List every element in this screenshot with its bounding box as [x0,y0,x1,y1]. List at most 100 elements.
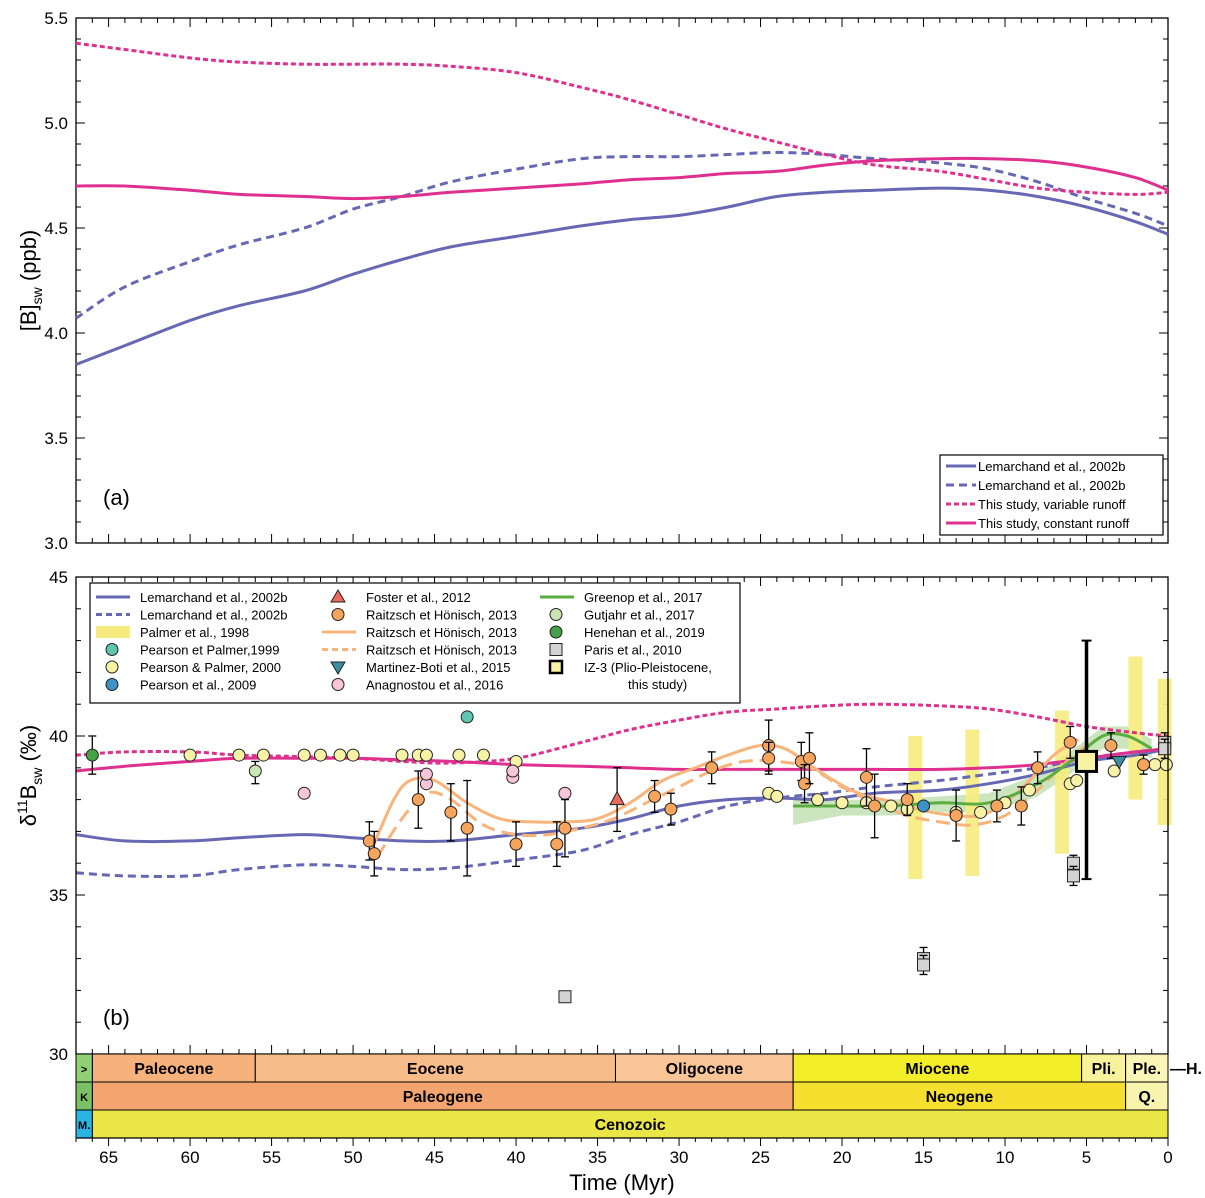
raitzsch-solid-line [371,737,1080,848]
y-tick-label: 35 [49,886,68,905]
legend-label: Raitzsch et Hönisch, 2013 [366,625,517,640]
legend-label: Lemarchand et al., 2002b [978,459,1125,474]
raitzsch-2013-point [990,799,1004,813]
raitzsch-2013-point [367,847,381,861]
raitzsch-2013-point [1031,761,1045,775]
pearson-palmer-2000-point [313,748,327,762]
pearson-palmer-2000-point [232,748,246,762]
raitzsch-2013-point [859,770,873,784]
series-line-3 [75,156,1169,201]
epoch-cell [792,1053,1083,1083]
legend-swatch [330,589,346,603]
raitzsch-2013-point [1104,739,1118,753]
legend-box-a [939,454,1164,536]
legend-swatch [549,643,563,656]
geologic-timescale: Paleocene Eocene Oligocene Miocene Pli. Ple. P… [75,1053,1202,1139]
y-tick-label: 5.5 [44,9,68,28]
x-tick-label: 5 [1082,1148,1091,1167]
legend-label: IZ-3 (Plio-Pleistocene, [584,660,712,675]
legend-swatch [331,678,345,691]
raitzsch-2013-point [1014,799,1028,813]
x-tick-label: 50 [344,1148,363,1167]
left-strip-label: M. [78,1120,90,1132]
pearson-palmer-2000-point [974,805,988,819]
raitzsch-2013-point [509,837,523,851]
raitzsch-2013-point [558,821,572,835]
pearson-palmer-1999-point [460,710,474,724]
martinez-boti-2015-point [1111,755,1127,770]
anagnostou-2016-point [297,786,311,800]
lemarchand-solid-line [75,747,1169,844]
pearson-palmer-2000-point [452,748,466,762]
paris-2010-point [1158,742,1172,756]
raitzsch-2013-point [1137,758,1151,772]
epoch-label: Paleocene [134,1061,213,1078]
epoch-cell [614,1053,794,1083]
pearson-palmer-2000-point [419,748,433,762]
legend-label: Lemarchand et al., 2002b [140,608,287,623]
series-line-2 [75,41,1169,196]
paris-2010-point [917,958,931,972]
henehan-2019-point [85,748,99,762]
x-tick-label: 35 [588,1148,607,1167]
y-tick-label: 5.0 [44,114,68,133]
raitzsch-2013-point [444,805,458,819]
legend-label: Foster et al., 2012 [366,590,471,605]
pearson-palmer-2000-point [1159,758,1173,772]
pearson-palmer-2000-point [256,748,270,762]
legend-label: Henehan et al., 2019 [584,625,705,640]
raitzsch-2013-point [411,793,425,807]
anagnostou-2016-point [506,764,520,778]
pearson-palmer-2000-point [835,796,849,810]
legend-label: this study) [628,677,687,692]
x-tick-label: 65 [99,1148,118,1167]
y-tick-label: 45 [49,568,68,587]
legend-label: This study, constant runoff [978,516,1130,531]
y-tick-label: 3.5 [44,429,68,448]
pearson-palmer-2000-point [770,789,784,803]
gutjahr-2017-point [248,764,262,778]
series-line-1 [75,150,1169,320]
raitzsch-2013-point [550,837,564,851]
lemarchand-dashed-line [75,747,1169,879]
y-axis-label-a: [B]sw (ppb) [16,230,45,332]
panel-label-b: (b) [103,1005,130,1030]
pearson-palmer-2000-point [1148,758,1162,772]
legend-label: Palmer et al., 1998 [140,625,249,640]
epoch-cell [1081,1053,1127,1083]
raitzsch-2013-point [1063,735,1077,749]
x-tick-label: 55 [262,1148,281,1167]
x-tick-label: 25 [751,1148,770,1167]
panel-label-a: (a) [103,485,130,510]
legend-label: Raitzsch et Hönisch, 2013 [366,608,517,623]
series-line-0 [75,186,1169,366]
legend-swatch [105,678,119,691]
raitzsch-2013-point [362,834,376,848]
legend-label: Lemarchand et al., 2002b [978,478,1125,493]
anagnostou-2016-point [558,786,572,800]
x-tick-label: 0 [1163,1148,1172,1167]
raitzsch-2013-point [460,821,474,835]
raitzsch-2013-point [949,809,963,822]
legend-label: This study, variable runoff [978,497,1126,512]
this-study-variable-line [75,702,1169,765]
x-axis-label: Time (Myr) [569,1170,675,1195]
legend-label: Anagnostou et al., 2016 [366,678,503,693]
raitzsch-2013-point [762,751,776,765]
epoch-label: Eocene [407,1061,464,1078]
legend-swatch [548,659,564,675]
legend-label: Greenop et al., 2017 [584,590,703,605]
period-cell [792,1081,1127,1111]
raitzsch-2013-point [705,761,719,775]
pearson-palmer-2000-point [297,748,311,762]
legend-swatch [331,608,345,621]
pearson-palmer-2000-point [476,748,490,762]
palmer-1998-bar [1128,656,1143,800]
left-strip-label: K [80,1092,88,1104]
legend-label: Martinez-Boti et al., 2015 [366,660,511,675]
legend-box-b [89,582,741,704]
period-label: Q. [1138,1089,1155,1106]
x-tick-label: 15 [914,1148,933,1167]
epoch-label: Pli. [1092,1061,1116,1078]
